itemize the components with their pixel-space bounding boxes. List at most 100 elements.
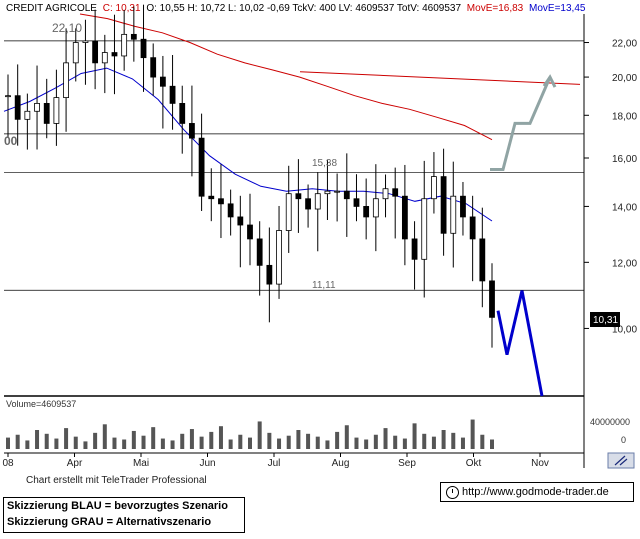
level-lower-label: 11,11 (312, 280, 336, 291)
volume-bar (25, 440, 30, 449)
volume-bar (354, 437, 359, 449)
candle-body (150, 57, 157, 78)
volume-bar (209, 431, 214, 449)
volume-bar (122, 439, 127, 449)
volume-bar (296, 430, 301, 449)
volume-bar (131, 430, 136, 449)
candle-body (101, 52, 108, 64)
volume-bar (431, 436, 436, 449)
volume-bar (141, 435, 146, 449)
y-tick-label: 22,00 (612, 39, 637, 50)
candle-body (372, 198, 379, 218)
volume-bar (54, 438, 59, 449)
x-tick-label: Aug (332, 458, 350, 469)
volume-bar (199, 436, 204, 449)
volume-bar (470, 419, 475, 449)
moving-average-extension (299, 71, 581, 85)
moving-average-line (3, 67, 493, 222)
volume-bar (393, 435, 398, 449)
volume-bar (73, 436, 78, 449)
candle-body (314, 193, 321, 210)
candle-body (343, 190, 350, 200)
moving-averages (3, 13, 581, 222)
volume-bar (315, 436, 320, 449)
candle-body (285, 193, 292, 231)
candle-body (392, 188, 399, 197)
candle-body (450, 195, 457, 234)
volume-bar (64, 428, 69, 449)
candle-body (43, 102, 50, 124)
svg-text:CREDIT AGRICOLE C: 10,31: CREDIT AGRICOLE C: 10,31 O: 10,55 H: 10,… (6, 3, 586, 14)
candle-body (460, 195, 466, 218)
candle-body (5, 95, 11, 98)
volume-bar (6, 437, 10, 449)
volume-bar (102, 424, 107, 449)
candle-body (198, 137, 205, 197)
level-upper-label: 15,38 (312, 158, 337, 169)
candle-body (276, 230, 282, 285)
candle-body (431, 176, 437, 200)
volume-axis-zero: 0 (621, 435, 626, 445)
y-axis-ticks: 22,00 20,00 18,00 16,00 14,00 12,00 10,00 (584, 39, 637, 335)
scenario-grey-arrowhead (542, 74, 557, 88)
moving-average-line (79, 13, 493, 141)
candle-body (34, 102, 40, 112)
x-tick-label: Apr (67, 458, 83, 469)
volume-label: Volume=4609537 (6, 399, 76, 409)
volume-bar (451, 432, 456, 449)
candle-body (479, 238, 486, 282)
candle-body (92, 40, 99, 64)
volume-bar (412, 423, 417, 449)
candle-body (421, 198, 428, 260)
chart-credit: Chart erstellt mit TeleTrader Profession… (26, 475, 207, 486)
volume-bar (189, 429, 194, 449)
volume-bar (422, 433, 427, 449)
y-tick-label: 10,00 (612, 324, 637, 335)
legend-grey: Skizzierung GRAU = Alternativszenario (7, 516, 212, 528)
candle-body (227, 203, 234, 218)
volume-bar (218, 426, 223, 449)
volume-bar (44, 433, 49, 449)
x-tick-label: Mai (133, 458, 149, 469)
volume-bar (180, 433, 185, 449)
candle-body (489, 280, 495, 318)
candle-body (24, 110, 31, 120)
volume-bar (160, 438, 165, 449)
candle-body (208, 195, 215, 200)
scenario-blue-path (496, 290, 544, 397)
last-price-value: 10,31 (593, 315, 618, 326)
x-tick-label: Nov (531, 458, 549, 469)
candle-body (130, 33, 137, 40)
candle-body (363, 206, 370, 218)
candle-body (72, 42, 79, 64)
chart-tool-icon[interactable] (607, 452, 635, 469)
y-tick-label: 20,00 (612, 73, 637, 84)
x-tick-label: Jul (268, 458, 281, 469)
volume-bar (335, 431, 340, 449)
candle-body (324, 190, 331, 195)
candle-body (111, 52, 118, 57)
volume-bar (170, 440, 175, 449)
volume-bar (151, 427, 156, 449)
candle-body (256, 238, 263, 266)
x-axis-ticks: 08 Apr Mai Jun Jul Aug Sep Okt Nov (2, 453, 549, 469)
volume-bar (490, 439, 494, 449)
left-cut-label: 00 (4, 134, 18, 148)
y-tick-label: 14,00 (612, 202, 637, 213)
candle-body (353, 198, 360, 207)
source-link[interactable]: http://www.godmode-trader.de (440, 482, 634, 502)
volume-bar (238, 434, 243, 449)
volume-bar (480, 434, 485, 449)
volume-axis-max: 40000000 (590, 417, 630, 427)
x-tick-label: Okt (466, 458, 482, 469)
volume-bar (277, 438, 282, 449)
volume-bar (383, 428, 388, 449)
volume-bar (344, 425, 349, 449)
volume-bar (248, 437, 252, 449)
candle-body (189, 123, 195, 139)
scenario-sketches (490, 74, 557, 397)
close-value: C: 10,31 (103, 3, 141, 14)
candle-body (401, 195, 408, 240)
source-url[interactable]: http://www.godmode-trader.de (462, 486, 609, 498)
